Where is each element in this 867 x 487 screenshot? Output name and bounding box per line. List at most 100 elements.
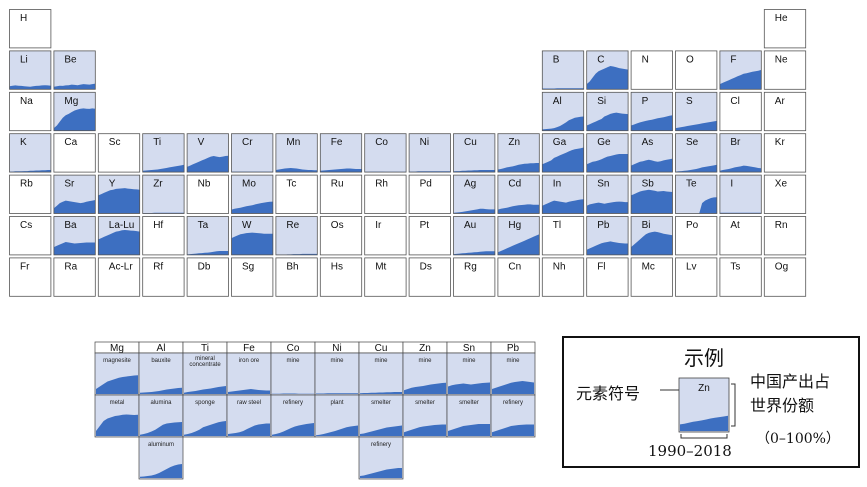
cell-background (275, 133, 318, 173)
share-area-Be (53, 83, 96, 90)
element-symbol: Na (20, 96, 33, 107)
element-cell-Li: Li (9, 50, 52, 90)
cell-border (541, 257, 585, 297)
element-symbol: Tc (286, 179, 296, 190)
element-cell-Pd: Pd (408, 174, 451, 214)
element-cell-Nh: Nh (541, 257, 585, 297)
element-cell-C: C (586, 50, 629, 90)
cell-border (186, 174, 229, 214)
cell-border (453, 174, 496, 214)
cell-border (497, 133, 540, 173)
cell-border (719, 257, 762, 297)
cell-border (630, 257, 673, 297)
element-cell-Ar: Ar (763, 91, 807, 132)
element-cell-Sg: Sg (231, 257, 274, 297)
cell-border (319, 257, 363, 297)
cell-border (497, 257, 540, 297)
processing-header-Sn: Sn (463, 343, 475, 354)
element-cell-He: He (763, 9, 807, 49)
element-symbol: Tl (553, 220, 561, 231)
element-symbol: Sb (642, 179, 655, 190)
cell-border (97, 216, 141, 256)
cell-border (53, 91, 96, 132)
share-area-Ge (586, 154, 629, 173)
cell-border (675, 257, 718, 297)
processing-share-area (228, 423, 270, 436)
cell-border (364, 257, 407, 297)
processing-cell-Mg-1: metal (94, 394, 140, 438)
element-cell-Al: Al (541, 91, 585, 132)
element-cell-Mo: Mo (231, 174, 274, 214)
processing-cell-bg (138, 352, 184, 396)
processing-share-area (404, 424, 446, 436)
element-cell-Og: Og (763, 257, 807, 297)
element-symbol: Ag (464, 179, 476, 190)
processing-cell-Ni-0: mine (314, 352, 360, 396)
cell-border (453, 133, 496, 173)
share-area-Pb (586, 241, 629, 255)
element-cell-Cu: Cu (453, 133, 496, 173)
cell-border (541, 174, 585, 214)
element-symbol: Og (775, 261, 788, 272)
element-symbol: Bi (642, 220, 651, 231)
cell-border (586, 133, 629, 173)
processing-cell-Co-1: refinery (270, 394, 316, 438)
element-symbol: Ds (420, 261, 432, 272)
processing-cell-bg (358, 352, 404, 396)
element-cell-Kr: Kr (763, 133, 807, 173)
element-symbol: Kr (775, 137, 786, 148)
element-cell-Tl: Tl (541, 216, 585, 256)
cell-border (586, 91, 629, 132)
cell-border (763, 9, 807, 49)
processing-cell-Mg-0: magnesite (94, 352, 140, 396)
element-symbol: Cu (464, 137, 477, 148)
cell-border (9, 216, 52, 256)
element-cell-Po: Po (675, 216, 718, 256)
element-cell-Db: Db (186, 257, 229, 297)
element-symbol: Li (20, 54, 28, 65)
element-cell-Ra: Ra (53, 257, 96, 297)
cell-border (319, 174, 363, 214)
cell-border (763, 91, 807, 132)
element-cell-P: P (630, 91, 673, 132)
element-cell-Bh: Bh (275, 257, 318, 297)
cell-border (719, 216, 762, 256)
element-cell-O: O (675, 50, 718, 90)
element-cell-Ti: Ti (142, 133, 185, 173)
element-symbol: S (686, 96, 693, 107)
processing-cell-bg (270, 352, 316, 396)
element-cell-Tc: Tc (275, 174, 318, 214)
processing-share-area (316, 425, 358, 436)
processing-stage-label: smelter (415, 400, 435, 406)
legend-share-line1: 中国产出占 (750, 372, 831, 391)
share-area-Se (675, 164, 717, 173)
processing-stage-label: mine (286, 358, 300, 364)
cell-border (142, 174, 185, 214)
processing-cell-Zn-0: mine (402, 352, 448, 396)
cell-border (53, 50, 96, 90)
element-cell-Ts: Ts (719, 257, 762, 297)
element-symbol: Re (286, 220, 299, 231)
cell-background (453, 216, 495, 255)
cell-border (275, 174, 318, 214)
cell-border (186, 257, 229, 297)
legend-example-cell: Zn (660, 377, 736, 439)
processing-cell-Al-1: alumina (138, 394, 184, 438)
processing-share-area (492, 381, 534, 394)
element-symbol: Ta (198, 220, 209, 231)
element-symbol: Nh (553, 261, 566, 272)
cell-background (409, 133, 451, 173)
legend-box: Zn 示例 元素符号 中国产出占 世界份额 （0–100%） 1990–2018 (562, 336, 860, 468)
element-cell-Rg: Rg (453, 257, 496, 297)
cell-background (453, 133, 495, 173)
element-cell-At: At (719, 216, 762, 256)
element-symbol: Mn (286, 137, 300, 148)
cell-border (675, 91, 718, 132)
element-symbol: Xe (775, 179, 788, 190)
element-cell-Ne: Ne (763, 50, 807, 90)
element-symbol: He (775, 13, 788, 24)
share-area-Bi (631, 231, 673, 255)
processing-header-Cu: Cu (375, 343, 388, 354)
share-area-W (231, 232, 273, 255)
processing-stage-label: metal (110, 400, 125, 406)
